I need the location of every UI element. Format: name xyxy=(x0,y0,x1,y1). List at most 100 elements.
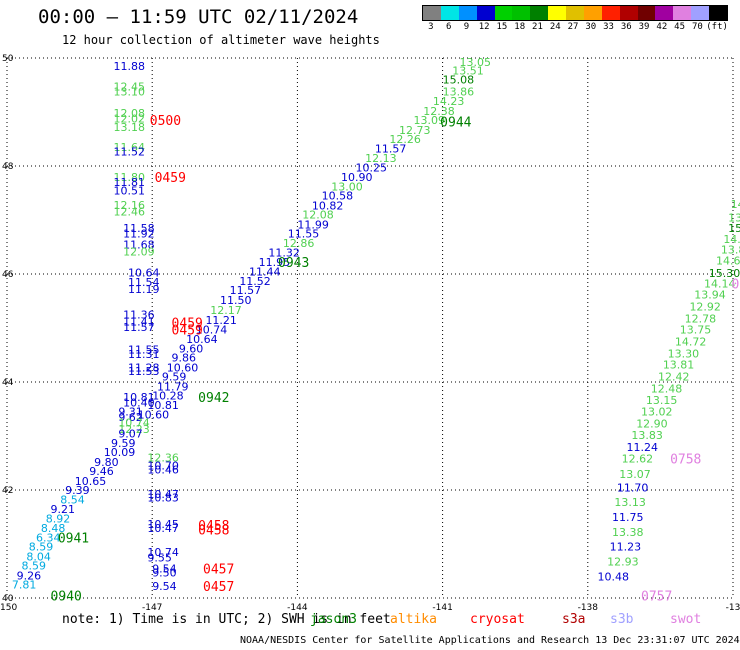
wave-height-value: 12.38 xyxy=(423,105,455,118)
scale-label: 9 xyxy=(463,22,470,32)
x-tick-label: -150 xyxy=(0,603,17,613)
wave-height-value: 12.17 xyxy=(210,304,242,317)
wave-height-value: 9.07 xyxy=(118,427,143,440)
wave-height-value: 9.54 xyxy=(152,580,177,593)
wave-height-value: 10.65 xyxy=(75,475,107,488)
wave-height-value: 9.50 xyxy=(152,567,177,580)
pass-time-label: 0 xyxy=(732,278,740,293)
scale-label: 3 xyxy=(428,22,434,32)
wave-height-value: 10.83 xyxy=(147,492,179,505)
y-tick-label: 44 xyxy=(2,378,14,388)
scale-swatch xyxy=(494,6,513,20)
wave-height-value: 9.39 xyxy=(65,484,90,497)
wave-height-value: 12.73 xyxy=(399,124,431,137)
scale-label: 27 xyxy=(567,22,579,32)
wave-height-value: 10.25 xyxy=(355,162,387,175)
wave-height-value: 8.48 xyxy=(41,522,66,535)
wave-height-value: 11.53 xyxy=(128,365,160,378)
scale-label: 12 xyxy=(478,22,490,32)
pass-time-label: 0944 xyxy=(440,116,471,131)
scale-swatch xyxy=(709,6,727,20)
wave-height-value: 9.62 xyxy=(118,411,143,424)
pass-time-label: 0500 xyxy=(150,114,181,129)
wave-height-value: 12.78 xyxy=(685,312,717,325)
wave-height-value: 11.68 xyxy=(123,238,155,251)
wave-height-value: 11.24 xyxy=(627,441,659,454)
scale-swatch xyxy=(440,6,459,20)
color-scale-bar xyxy=(422,5,728,21)
wave-height-value: 13.94 xyxy=(694,289,726,302)
wave-height-value: 13.81 xyxy=(663,359,695,372)
wave-height-value: 9.55 xyxy=(147,552,172,565)
wave-height-value: 13.75 xyxy=(680,324,712,337)
wave-height-value: 7.81 xyxy=(12,579,37,592)
wave-height-value: 14.14 xyxy=(704,278,736,291)
scale-label: 33 xyxy=(603,22,614,32)
wave-height-value: 10.64 xyxy=(186,333,218,346)
wave-height-value: 10.90 xyxy=(341,171,373,184)
scale-label: 21 xyxy=(532,22,543,32)
wave-height-value: 15.0 xyxy=(728,222,740,235)
color-scale-legend: 3 6 9 12 15 18 21 24 27 30 33 36 39 42 45 70 (ft) xyxy=(422,5,728,32)
wave-height-value: 12.92 xyxy=(689,300,721,313)
wave-height-value: 13.89 xyxy=(721,244,740,257)
wave-height-value: 9.26 xyxy=(17,569,42,582)
wave-height-value: 11.95 xyxy=(259,256,291,269)
wave-height-value: 8.59 xyxy=(29,541,53,554)
wave-height-value: 11.70 xyxy=(617,481,649,494)
credit-footer: NOAA/NESDIS Center for Satellite Applica… xyxy=(240,635,740,646)
wave-height-value: 11.75 xyxy=(612,511,644,524)
wave-height-value: 11.54 xyxy=(128,276,160,289)
wave-height-value: 9.86 xyxy=(172,352,197,365)
wave-height-value: 11.52 xyxy=(113,145,145,158)
wave-height-value: 10.60 xyxy=(138,408,170,421)
scale-label: 45 xyxy=(674,22,686,32)
chart-subtitle: 12 hour collection of altimeter wave hei… xyxy=(62,33,380,47)
wave-height-value: 10.45 xyxy=(147,518,179,531)
wave-height-value: 13.15 xyxy=(646,394,678,407)
pass-time-label: 0459 xyxy=(155,171,186,186)
wave-height-value: 9.59 xyxy=(162,371,187,384)
wave-height-value: 12.02 xyxy=(113,112,145,125)
wave-height-value: 8.04 xyxy=(26,550,51,563)
wave-height-value: 10.74 xyxy=(147,546,179,559)
wave-height-value: 9.31 xyxy=(118,406,143,419)
wave-height-value: 13.02 xyxy=(641,406,673,419)
wave-height-value: 11.52 xyxy=(239,275,271,288)
scale-label: 24 xyxy=(549,22,561,32)
y-tick-label: 42 xyxy=(2,486,13,496)
wave-height-value: 11.64 xyxy=(113,141,145,154)
pass-time-label: 0942 xyxy=(198,391,229,406)
wave-height-value: 12.08 xyxy=(113,107,145,120)
wave-height-value: 11.80 xyxy=(113,171,145,184)
scale-label: 42 xyxy=(656,22,668,32)
wave-height-value: 13.38 xyxy=(612,526,644,539)
wave-height-value: 11.36 xyxy=(123,309,155,322)
wave-height-value: 11.92 xyxy=(123,228,155,241)
wave-height-value: 12.46 xyxy=(113,205,145,218)
scale-label: 70 xyxy=(691,22,703,32)
wave-height-value: 9.54 xyxy=(152,562,177,575)
wave-height-value: 10.74 xyxy=(196,324,228,337)
wave-height-value: 10.82 xyxy=(312,199,344,212)
wave-height-value: 11.28 xyxy=(128,361,160,374)
wave-height-value: 12.26 xyxy=(389,133,421,146)
wave-height-value: 13.09 xyxy=(414,114,446,127)
wave-height-value: 11.79 xyxy=(157,380,189,393)
pass-time-label: 0458 xyxy=(198,523,229,538)
y-tick-label: 40 xyxy=(2,594,14,604)
wave-height-value: 12.62 xyxy=(622,453,654,466)
scale-swatch xyxy=(583,6,602,20)
wave-height-value: 8.92 xyxy=(46,513,71,526)
wave-height-value: 10.81 xyxy=(147,399,179,412)
wave-height-value: 12.42 xyxy=(658,371,690,384)
y-tick-label: 46 xyxy=(2,270,14,280)
pass-time-label: 0940 xyxy=(51,589,82,604)
satellite-legend-jason3: jason3 xyxy=(310,612,357,627)
wave-height-value: 12.16 xyxy=(113,199,145,212)
wave-height-value: 8.59 xyxy=(22,560,47,573)
wave-height-value: 12.23 xyxy=(118,423,150,436)
satellite-legend-s3b: s3b xyxy=(610,612,634,627)
x-tick-label: -13 xyxy=(726,603,740,613)
pass-time-label: 0459 xyxy=(172,317,203,332)
